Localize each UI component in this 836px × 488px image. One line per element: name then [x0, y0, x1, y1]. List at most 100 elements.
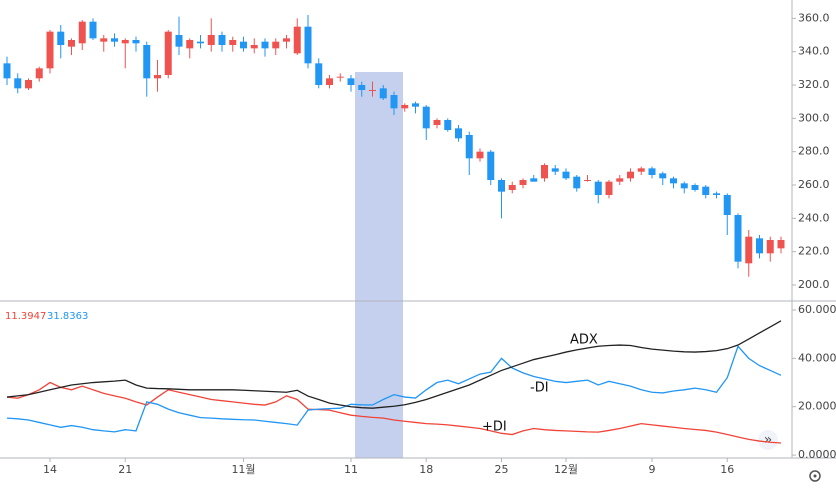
candle-body: [78, 21, 86, 44]
candle-body: [100, 38, 108, 42]
candle-body: [347, 78, 355, 85]
candle-body: [422, 106, 430, 129]
y-tick-label: 300.0: [798, 111, 830, 124]
indicator-line: [6, 320, 782, 409]
y-tick-label: 40.0000: [798, 351, 836, 364]
series-label: ADX: [570, 333, 598, 348]
scroll-button[interactable]: »: [758, 430, 778, 450]
series-label: +DI: [482, 420, 507, 435]
readout-value: 31.8363: [47, 311, 88, 322]
candle-body: [766, 240, 774, 254]
candle-body: [713, 193, 720, 195]
indicator-line: [6, 344, 782, 433]
readout-value: 11.3947: [5, 311, 46, 322]
candle-body: [46, 31, 54, 69]
candle-body: [573, 176, 581, 189]
candle-body: [444, 120, 452, 130]
candle-body: [508, 185, 516, 190]
candle-body: [723, 195, 731, 215]
candle-body: [637, 168, 645, 172]
candle-body: [14, 78, 22, 89]
candle-body: [412, 103, 419, 107]
y-tick-label: 340.0: [798, 45, 830, 58]
candle-body: [132, 40, 140, 44]
candle-body: [121, 40, 129, 44]
candle-body: [498, 180, 505, 192]
y-tick-label: 200.0: [798, 278, 830, 291]
candle-body: [68, 40, 75, 47]
y-tick-label: 360.0: [798, 11, 830, 24]
x-tick-label: 11월: [231, 463, 255, 476]
candle-body: [455, 128, 462, 139]
x-tick-label: 16: [720, 463, 734, 476]
candle-body: [283, 38, 290, 42]
candle-body: [627, 171, 634, 179]
candle-body: [57, 31, 65, 45]
candle-body: [111, 38, 118, 42]
candle-body: [186, 40, 194, 49]
candle-body: [594, 181, 602, 195]
candle-body: [229, 40, 237, 45]
indicator-line: [6, 381, 782, 444]
candle-body: [3, 63, 11, 79]
candle-body: [326, 78, 333, 85]
x-tick-label: 25: [495, 463, 509, 476]
y-tick-label: 240.0: [798, 211, 830, 224]
candle-body: [143, 45, 151, 79]
x-tick-label: 11: [344, 463, 358, 476]
candle-body: [25, 80, 32, 89]
x-tick-label: 21: [118, 463, 132, 476]
x-tick-label: 12월: [554, 463, 578, 476]
candle-body: [164, 31, 172, 76]
candle-body: [680, 183, 688, 189]
candle-body: [390, 95, 398, 109]
y-tick-label: 0.0000: [798, 448, 836, 461]
candle-body: [315, 63, 323, 85]
candle-body: [605, 181, 613, 195]
candle-body: [401, 105, 409, 109]
candle-body: [261, 41, 269, 49]
candle-body: [734, 215, 742, 262]
candle-body: [648, 168, 656, 175]
candle-body: [487, 151, 495, 180]
candle-body: [207, 35, 215, 45]
candle-body: [35, 68, 43, 79]
candle-body: [756, 238, 763, 254]
candle-body: [250, 45, 258, 49]
candle-body: [358, 85, 366, 90]
candle-body: [745, 236, 753, 264]
candle-body: [197, 41, 204, 44]
candle-body: [616, 178, 624, 182]
series-label: -DI: [530, 381, 549, 396]
candle-body: [369, 90, 376, 91]
candle-body: [519, 180, 527, 185]
candle-body: [240, 41, 247, 49]
candle-body: [562, 171, 570, 179]
candle-body: [304, 26, 312, 64]
candle-body: [218, 35, 226, 45]
candle-body: [702, 186, 710, 195]
candle-body: [89, 21, 97, 39]
settings-icon[interactable]: [809, 470, 821, 482]
candle-body: [584, 180, 591, 181]
y-tick-label: 20.0000: [798, 400, 836, 413]
candle-body: [465, 135, 473, 159]
candle-body: [379, 88, 387, 99]
x-tick-label: 18: [419, 463, 433, 476]
x-tick-label: 9: [649, 463, 656, 476]
y-tick-label: 280.0: [798, 145, 830, 158]
y-tick-label: 260.0: [798, 178, 830, 191]
candle-body: [551, 168, 559, 172]
candle-body: [154, 75, 161, 79]
candle-body: [272, 41, 280, 49]
candle-body: [777, 240, 785, 249]
candle-body: [530, 178, 538, 182]
candle-body: [476, 151, 484, 159]
highlight-region: [355, 72, 403, 458]
candle-body: [659, 173, 667, 179]
candle-body: [691, 185, 699, 190]
y-tick-label: 60.0000: [798, 303, 836, 316]
candle-body: [175, 35, 183, 47]
candle-body: [670, 178, 677, 184]
